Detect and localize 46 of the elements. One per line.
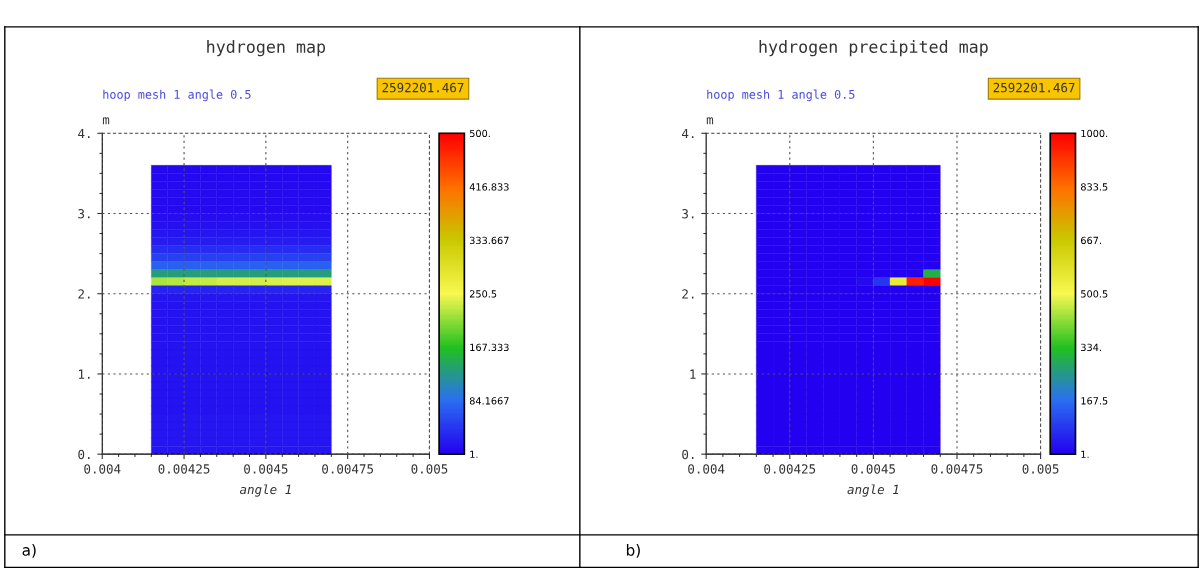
x-tick-label: 0.004 — [84, 464, 121, 474]
color-bar-label: 250.5 — [469, 290, 497, 298]
x-tick-label: 0.0045 — [244, 464, 288, 474]
y-tick-label: 4. — [682, 128, 694, 139]
y-tick-label: 1. — [78, 369, 90, 379]
color-bar-label: 1. — [470, 450, 478, 458]
y-axis-title: m — [102, 117, 110, 125]
x-tick-label: 0.005 — [1022, 464, 1059, 474]
y-tick-label: 3. — [682, 209, 694, 219]
chart-title: hydrogen map — [207, 40, 326, 57]
color-bar-label: 334. — [1081, 343, 1101, 352]
text: 2592201.467 — [993, 82, 1075, 93]
color-bar-label: 333.667 — [469, 236, 509, 245]
x-tick-label: 0.00475 — [322, 464, 374, 474]
x-tick-label: 0.00425 — [764, 464, 816, 474]
x-axis-title: angle 1 — [239, 484, 291, 497]
y-tick-label: 4. — [78, 128, 90, 139]
y-tick-label: 1 — [690, 369, 696, 379]
y-tick-label: 2. — [78, 289, 90, 299]
color-bar-label: 416.833 — [469, 183, 509, 191]
y-tick-label: 0. — [682, 449, 694, 460]
x-tick-label: 0.00475 — [931, 464, 983, 474]
text: b) — [626, 544, 640, 558]
y-tick-label: 0. — [78, 449, 90, 460]
chart-title: hydrogen precipited map — [759, 40, 988, 57]
text: a) — [22, 544, 36, 558]
color-bar-label: 167.333 — [470, 343, 509, 352]
color-bar-label: 833.5 — [1081, 183, 1108, 191]
color-bar-label: 500. — [469, 129, 490, 138]
x-tick-label: 0.004 — [688, 464, 725, 474]
y-axis-title: m — [706, 117, 714, 125]
color-bar-label: 1. — [1081, 450, 1089, 458]
color-bar-label: 167.5 — [1081, 397, 1108, 405]
color-bar-label: 84.1667 — [469, 397, 509, 405]
chart-subtitle: hoop mesh 1 angle 0.5 — [103, 89, 251, 102]
y-tick-label: 3. — [78, 209, 90, 219]
y-tick-label: 2. — [682, 289, 694, 299]
x-tick-label: 0.00425 — [158, 464, 210, 474]
color-bar-label: 500.5 — [1081, 290, 1108, 298]
x-tick-label: 0.005 — [411, 464, 448, 474]
color-bar-label: 667. — [1081, 236, 1101, 245]
color-bar-label: 1000. — [1081, 129, 1108, 138]
chart-subtitle: hoop mesh 1 angle 0.5 — [707, 89, 855, 102]
text: 2592201.467 — [382, 82, 464, 93]
x-tick-label: 0.0045 — [851, 464, 895, 474]
x-axis-title: angle 1 — [847, 484, 899, 497]
